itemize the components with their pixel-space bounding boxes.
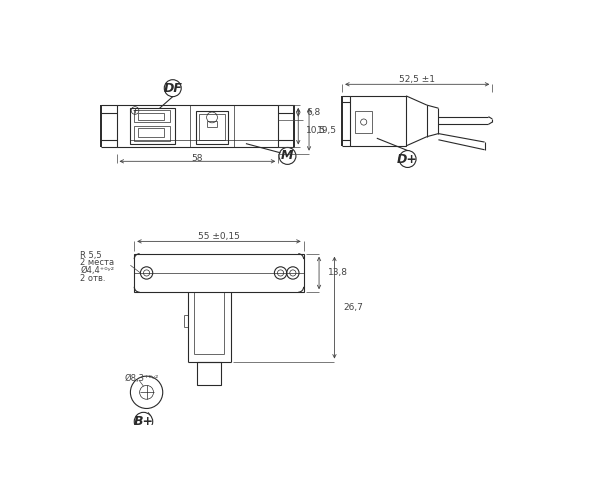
Circle shape <box>134 413 153 431</box>
Bar <box>199 114 225 140</box>
Circle shape <box>279 147 296 164</box>
Bar <box>196 111 228 143</box>
Text: 55 ±0,15: 55 ±0,15 <box>198 232 240 241</box>
Text: D+: D+ <box>397 152 418 165</box>
Bar <box>130 108 175 144</box>
Text: 19,5: 19,5 <box>317 126 337 135</box>
Text: DF: DF <box>163 82 182 95</box>
Text: 10,5: 10,5 <box>306 126 326 135</box>
Bar <box>134 110 170 122</box>
Text: M: M <box>281 150 294 163</box>
Text: 6,8: 6,8 <box>306 108 320 117</box>
Circle shape <box>399 151 416 167</box>
Text: B+: B+ <box>133 415 154 428</box>
Circle shape <box>164 80 181 97</box>
Text: 13,8: 13,8 <box>328 269 348 277</box>
Bar <box>134 254 304 292</box>
Text: 52,5 ±1: 52,5 ±1 <box>399 75 435 84</box>
Text: R 5,5: R 5,5 <box>80 251 102 261</box>
Bar <box>116 105 278 147</box>
Text: 26,7: 26,7 <box>344 303 364 312</box>
Text: 58: 58 <box>191 154 203 163</box>
Text: Ø4,4⁺⁰ʸ²: Ø4,4⁺⁰ʸ² <box>80 266 115 275</box>
Bar <box>138 113 164 120</box>
Text: Ø8,3⁺⁰ʸ²: Ø8,3⁺⁰ʸ² <box>125 374 159 383</box>
Bar <box>134 126 170 141</box>
Bar <box>197 361 221 385</box>
Bar <box>355 111 372 133</box>
Bar <box>350 96 406 146</box>
Bar <box>138 128 164 138</box>
Text: 2 отв.: 2 отв. <box>80 274 106 282</box>
Text: 2 места: 2 места <box>80 258 115 267</box>
